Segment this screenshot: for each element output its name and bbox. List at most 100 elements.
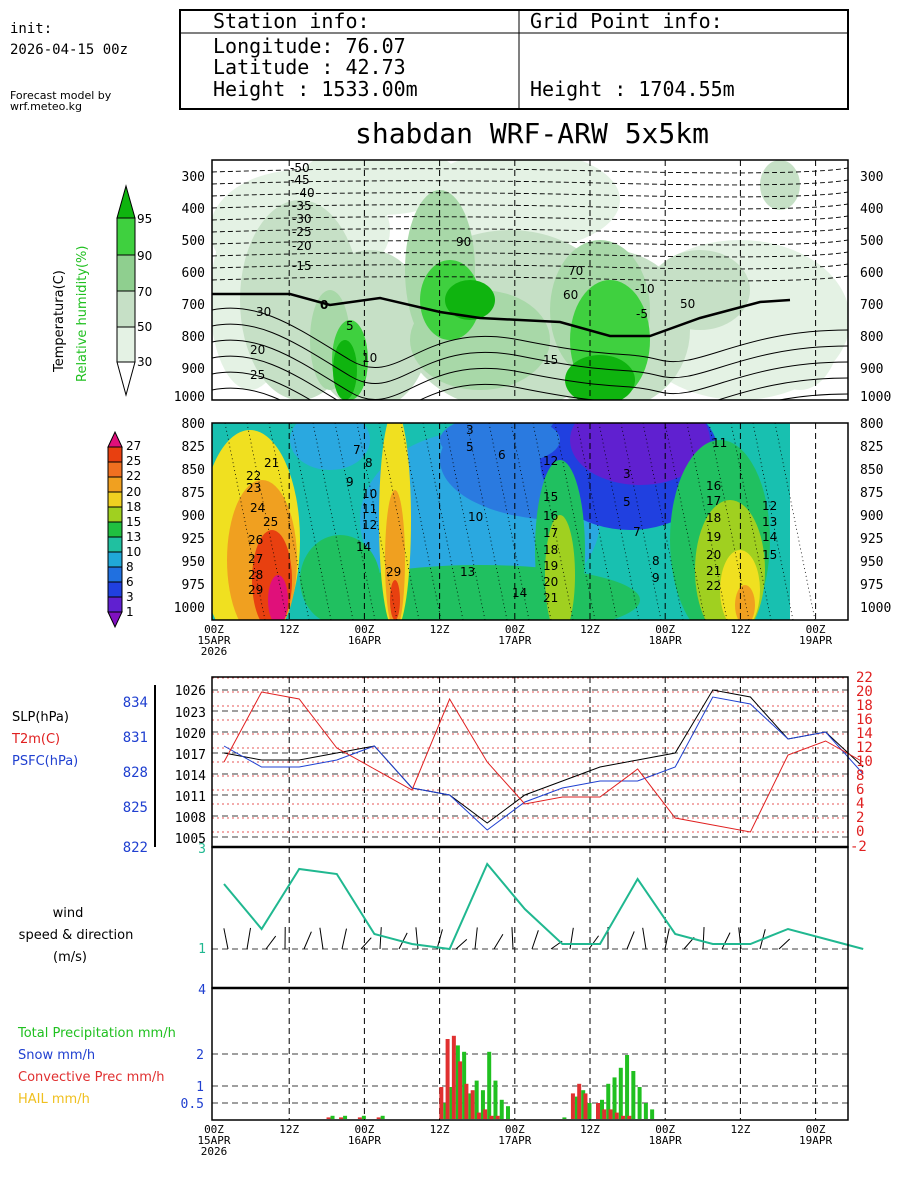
precip-bar — [361, 1115, 366, 1119]
precip-bar — [637, 1087, 642, 1119]
svg-text:900: 900 — [860, 362, 883, 377]
temp-label: 15 — [543, 490, 558, 504]
temp-label: 5 — [466, 440, 474, 454]
time-tick-label: 12Z — [730, 623, 750, 636]
temp-label: 11 — [362, 502, 377, 516]
theta-line — [356, 422, 398, 621]
svg-text:400: 400 — [860, 202, 883, 217]
lo-tick: 875 875 — [182, 486, 884, 501]
precip-bar — [562, 1117, 567, 1119]
model-site: wrf.meteo.kg — [10, 100, 82, 113]
wind-legend: wind — [53, 906, 84, 921]
date-label: 19APR — [799, 1134, 832, 1147]
t2m-tick: 16 — [856, 712, 873, 728]
wind-grid — [212, 847, 848, 988]
psfc-line — [223, 696, 864, 831]
year-label: 2026 — [201, 645, 228, 658]
svg-text:850: 850 — [860, 463, 883, 478]
temp-label: 18 — [706, 511, 721, 525]
convective-bar — [464, 1083, 469, 1119]
isotherm — [212, 179, 848, 186]
temp-axis-title: Temperatura(C) — [52, 270, 67, 373]
iso-label: -25 — [292, 225, 312, 239]
convective-bar — [621, 1115, 626, 1119]
temp-label: 21 — [706, 564, 721, 578]
wind-barb — [778, 938, 791, 950]
slp-tick: 1005 — [175, 832, 206, 847]
wind-legend: (m/s) — [53, 950, 87, 965]
time-tick-label: 12Z — [430, 623, 450, 636]
convective-bar — [602, 1109, 607, 1119]
precip-bar — [506, 1106, 510, 1119]
precip-bar — [480, 1090, 485, 1119]
lo-tick: 1000 1000 — [174, 601, 892, 616]
theta-line — [642, 422, 684, 621]
freezing-level-line — [212, 292, 791, 338]
time-tick-label: 00Z — [354, 1123, 374, 1136]
temp-legend-label: 22 — [126, 469, 141, 483]
date-label: 19APR — [799, 634, 832, 647]
isotherm — [212, 227, 848, 234]
convective-bar — [357, 1117, 362, 1119]
lo-tick: 800 800 — [182, 417, 884, 432]
wind-tick: 3 — [198, 842, 206, 857]
temp-label: 27 — [248, 552, 263, 566]
wind-barb — [493, 934, 504, 950]
svg-text:400: 400 — [182, 202, 205, 217]
theta-line — [510, 422, 552, 621]
time-tick-label: 00Z — [204, 623, 224, 636]
precip-bar — [618, 1067, 623, 1119]
theta-line — [246, 422, 288, 621]
svg-text:900: 900 — [182, 509, 205, 524]
t2m-tick: -2 — [850, 839, 867, 855]
temp-label: 7 — [353, 443, 361, 457]
temp-label: 15 — [762, 548, 777, 562]
convective-bar — [577, 1083, 582, 1119]
temp-label: 29 — [248, 583, 263, 597]
slp-tick: 1011 — [175, 790, 206, 805]
slp-axis: 1026 1023 1020 1017 1014 1011 1008 1005 — [175, 684, 206, 847]
temp-legend-label: 3 — [126, 590, 134, 604]
iso-label: -40 — [295, 186, 315, 200]
wind-barb — [642, 927, 647, 950]
theta-line — [664, 422, 706, 621]
theta-line — [334, 422, 376, 621]
temp-label: 14 — [512, 586, 527, 600]
precip-tick: 0.5 — [181, 1097, 204, 1112]
slp-tick: 1023 — [175, 706, 206, 721]
theta-line — [422, 422, 464, 621]
iso-label: -5 — [636, 307, 648, 321]
station-latitude: Latitude : 42.73 — [213, 55, 406, 79]
temp-label: 9 — [652, 571, 660, 585]
precip-bar — [581, 1090, 586, 1119]
theta-line — [444, 422, 486, 621]
isotherm — [212, 275, 848, 282]
upper-air-pressure-axis: 300 300 400 400 500 500 600 600 700 700 800 80… — [174, 170, 892, 405]
precip-bar — [625, 1055, 630, 1119]
temp-label: 5 — [623, 495, 631, 509]
theta-line — [488, 422, 530, 621]
svg-text:800: 800 — [860, 330, 883, 345]
convective-bar — [483, 1109, 488, 1119]
temp-label: 25 — [263, 515, 278, 529]
snow-legend: Snow mm/h — [18, 1048, 95, 1063]
t2m-legend: T2m(C) — [11, 732, 60, 747]
temp-legend-label: 1 — [126, 605, 134, 619]
svg-text:975: 975 — [182, 578, 205, 593]
wind-speed-line — [223, 862, 864, 951]
isotherm — [212, 355, 848, 400]
wind-barb — [588, 935, 599, 950]
theta-line — [752, 422, 794, 621]
theta-line — [312, 422, 354, 621]
isotherm — [212, 203, 848, 210]
t2m-tick: 4 — [856, 796, 864, 812]
lo-tick: 850 850 — [182, 463, 884, 478]
convective-bar — [439, 1087, 444, 1119]
temp-label: 21 — [264, 456, 279, 470]
isotherm — [212, 263, 848, 270]
t2m-line — [223, 691, 864, 833]
theta-line — [224, 422, 266, 621]
convective-bar — [470, 1090, 475, 1119]
date-label: 17APR — [498, 634, 531, 647]
precip-bar — [455, 1045, 460, 1119]
